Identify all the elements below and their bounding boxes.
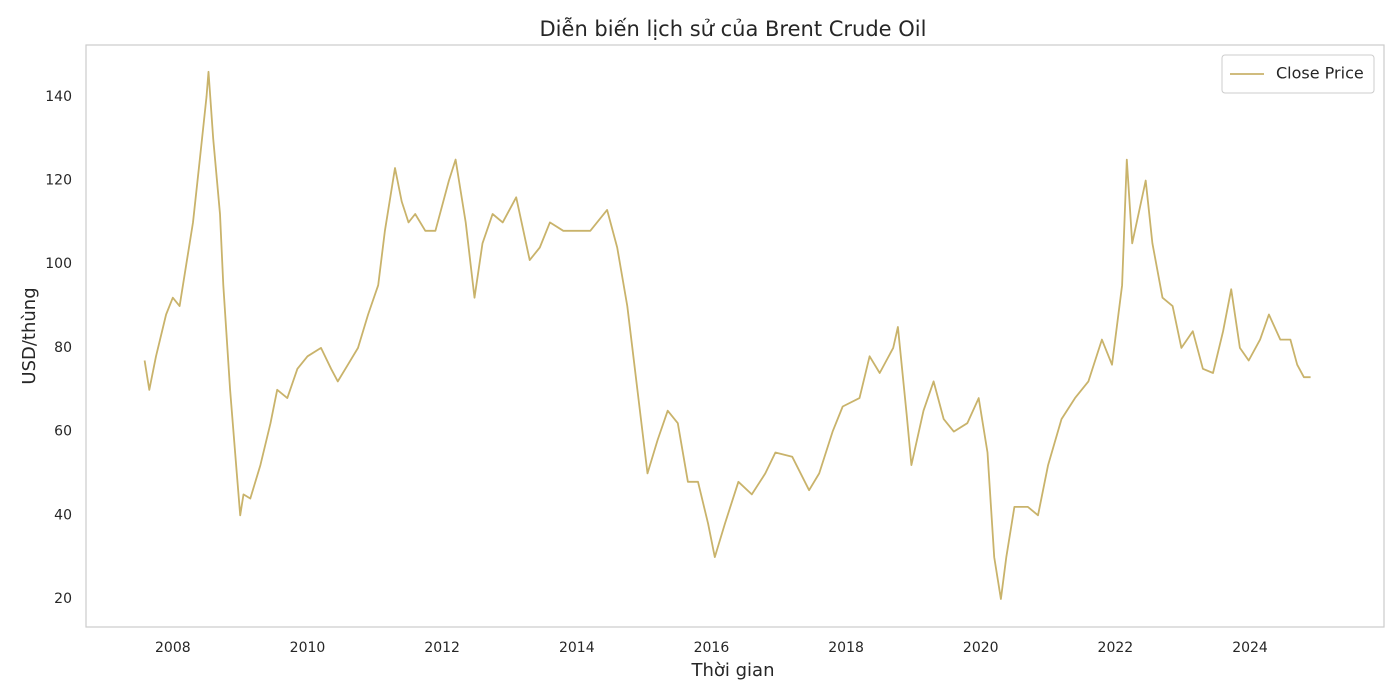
x-tick-label: 2008 bbox=[155, 640, 191, 656]
price-line bbox=[143, 70, 1311, 600]
x-tick-label: 2018 bbox=[828, 640, 864, 656]
x-tick-label: 2024 bbox=[1232, 640, 1268, 656]
y-tick-label: 140 bbox=[45, 89, 72, 105]
x-tick-label: 2022 bbox=[1098, 640, 1134, 656]
y-tick-label: 40 bbox=[54, 507, 72, 523]
chart-title: Diễn biến lịch sử của Brent Crude Oil bbox=[540, 16, 927, 41]
x-tick-label: 2014 bbox=[559, 640, 595, 656]
x-tick-label: 2012 bbox=[424, 640, 460, 656]
legend-label: Close Price bbox=[1276, 64, 1364, 83]
y-tick-label: 120 bbox=[45, 173, 72, 189]
x-tick-label: 2020 bbox=[963, 640, 999, 656]
plot-frame bbox=[85, 44, 1385, 628]
y-tick-label: 60 bbox=[54, 424, 72, 440]
x-tick-label: 2016 bbox=[694, 640, 730, 656]
y-tick-label: 100 bbox=[45, 256, 72, 272]
y-axis-label: USD/thùng bbox=[19, 287, 40, 384]
x-tick-label: 2010 bbox=[290, 640, 326, 656]
y-tick-label: 20 bbox=[54, 591, 72, 607]
x-axis-label: Thời gian bbox=[690, 660, 774, 681]
legend-box bbox=[1221, 54, 1375, 94]
y-tick-label: 80 bbox=[54, 340, 72, 356]
